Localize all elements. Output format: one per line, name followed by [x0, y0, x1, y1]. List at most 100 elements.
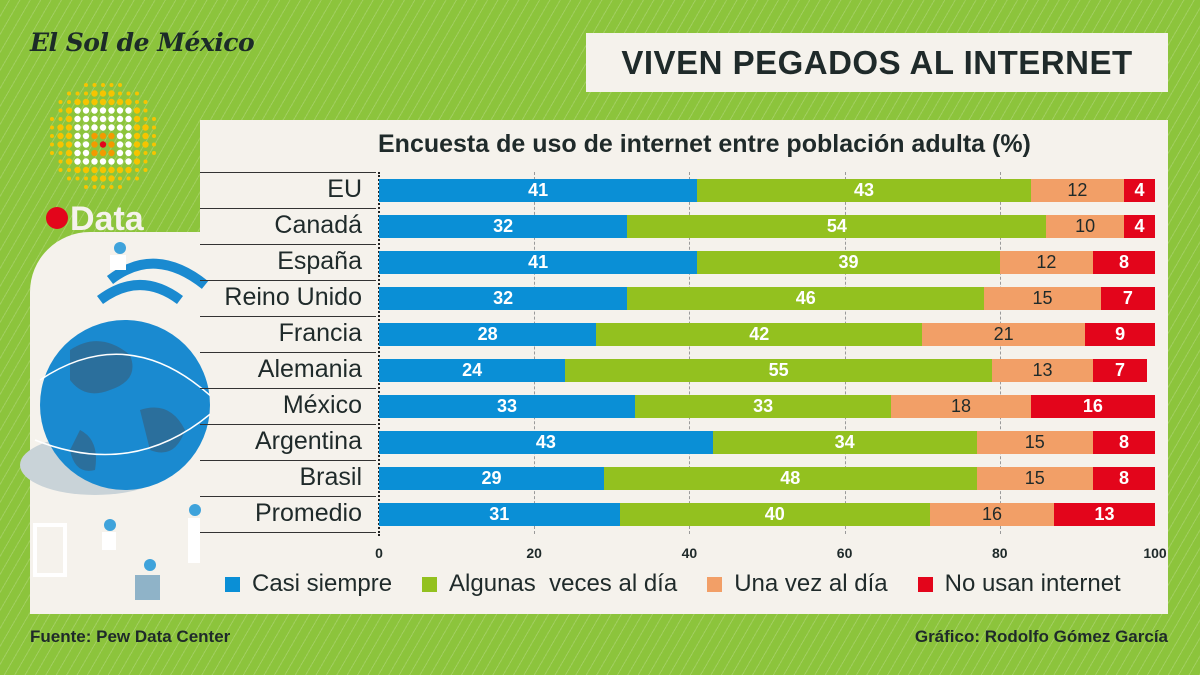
legend-item: Una vez al día — [707, 570, 888, 598]
data-label: 8 — [1118, 467, 1129, 488]
data-label: 15 — [1032, 287, 1053, 308]
bar-segment: 24 — [379, 358, 566, 382]
data-label: 48 — [780, 467, 801, 488]
bar-segment: 33 — [379, 394, 636, 418]
credit-note: Gráfico: Rodolfo Gómez García — [914, 627, 1168, 646]
data-label: 12 — [1036, 251, 1057, 272]
bar-segment: 33 — [635, 394, 892, 418]
legend-swatch — [225, 576, 240, 592]
category-label: Reino Unido — [224, 283, 362, 311]
data-label: 15 — [1024, 467, 1045, 488]
bar-segment: 15 — [976, 466, 1093, 490]
bar-segment: 8 — [1092, 430, 1155, 454]
x-tick-label: 20 — [526, 545, 542, 561]
bar-segment: 16 — [1030, 394, 1155, 418]
data-label: 16 — [1082, 395, 1103, 416]
bar-segment: 18 — [891, 394, 1031, 418]
legend: Casi siempre Algunas veces al día Una vez … — [225, 570, 1151, 598]
legend-item: No usan internet — [917, 570, 1121, 598]
gridline — [844, 172, 846, 534]
x-tick-label: 40 — [681, 545, 698, 561]
x-tick-label: 60 — [836, 545, 853, 561]
data-label: 13 — [1094, 503, 1115, 524]
data-label: 46 — [795, 287, 816, 308]
globe-wifi-illustration-icon — [20, 242, 210, 600]
bar-segment: 15 — [976, 430, 1093, 454]
bar-segment: 43 — [697, 178, 1031, 202]
data-label: 13 — [1032, 359, 1053, 380]
legend-swatch — [917, 576, 933, 592]
legend-label: Algunas veces al día — [449, 570, 678, 597]
bar-segment: 40 — [619, 502, 930, 526]
bar-segment: 13 — [1054, 502, 1155, 526]
gridline — [689, 172, 691, 534]
bar-segment: 21 — [922, 322, 1086, 346]
category-label: Alemania — [257, 355, 362, 383]
legend-label: No usan internet — [944, 570, 1121, 597]
data-label: 4 — [1134, 215, 1145, 236]
x-tick-label: 0 — [375, 545, 383, 561]
data-label: 12 — [1067, 179, 1088, 200]
data-badge: Data — [70, 200, 144, 238]
data-label: 16 — [982, 503, 1003, 524]
data-label: 7 — [1115, 359, 1126, 380]
data-label: 33 — [497, 395, 518, 416]
legend-swatch — [707, 576, 723, 592]
data-label: 10 — [1075, 215, 1096, 236]
category-label: México — [282, 391, 362, 419]
bar-segment: 34 — [712, 430, 977, 454]
bar-segment: 39 — [697, 250, 1000, 274]
row-divider — [200, 424, 376, 425]
bar-segment: 15 — [984, 286, 1101, 310]
red-dot-icon — [46, 207, 68, 229]
bar-segment: 43 — [379, 430, 713, 454]
data-dots-logo-icon — [50, 83, 156, 189]
legend-swatch — [422, 576, 438, 592]
legend-label: Casi siempre — [252, 570, 393, 597]
data-label: 39 — [838, 251, 859, 272]
gridline — [999, 172, 1001, 534]
bar-segment: 41 — [379, 178, 698, 202]
bar-segment: 28 — [379, 322, 597, 346]
data-label: 54 — [826, 215, 847, 236]
bar-segment: 48 — [604, 466, 977, 490]
legend-item: Algunas veces al día — [422, 570, 677, 598]
data-label: 15 — [1024, 431, 1045, 452]
bar-segment: 10 — [1046, 214, 1124, 238]
source-note: Fuente: Pew Data Center — [30, 627, 231, 646]
y-axis — [378, 172, 380, 536]
data-label: 18 — [950, 395, 971, 416]
row-divider — [200, 496, 376, 497]
bar-segment: 29 — [379, 466, 605, 490]
data-label: 55 — [768, 359, 789, 380]
bar-segment: 32 — [379, 286, 628, 310]
page-title: VIVEN PEGADOS AL INTERNET — [586, 33, 1168, 92]
category-label: España — [277, 247, 362, 275]
data-label: 21 — [993, 323, 1014, 344]
data-label: 29 — [481, 467, 502, 488]
data-label: 43 — [853, 179, 874, 200]
bar-segment: 8 — [1092, 466, 1155, 490]
data-label: 32 — [493, 215, 514, 236]
bar-segment: 41 — [379, 250, 698, 274]
category-label: Canadá — [274, 211, 362, 239]
bar-segment: 46 — [627, 286, 985, 310]
data-label: 41 — [528, 251, 549, 272]
category-label: Francia — [278, 319, 362, 347]
row-divider — [200, 244, 376, 245]
category-label: Promedio — [255, 499, 362, 527]
data-label: 34 — [834, 431, 855, 452]
row-divider — [200, 208, 376, 209]
bar-segment: 31 — [379, 502, 620, 526]
category-label: EU — [327, 175, 362, 203]
x-tick-label: 80 — [992, 545, 1008, 561]
data-label: 7 — [1122, 287, 1133, 308]
row-divider — [200, 316, 376, 317]
data-label: 33 — [753, 395, 774, 416]
data-label: 42 — [749, 323, 770, 344]
bar-segment: 32 — [379, 214, 628, 238]
row-divider — [200, 352, 376, 353]
bar-segment: 12 — [1030, 178, 1124, 202]
chart-title: Encuesta de uso de internet entre poblac… — [378, 130, 1031, 158]
bar-segment: 9 — [1085, 322, 1155, 346]
